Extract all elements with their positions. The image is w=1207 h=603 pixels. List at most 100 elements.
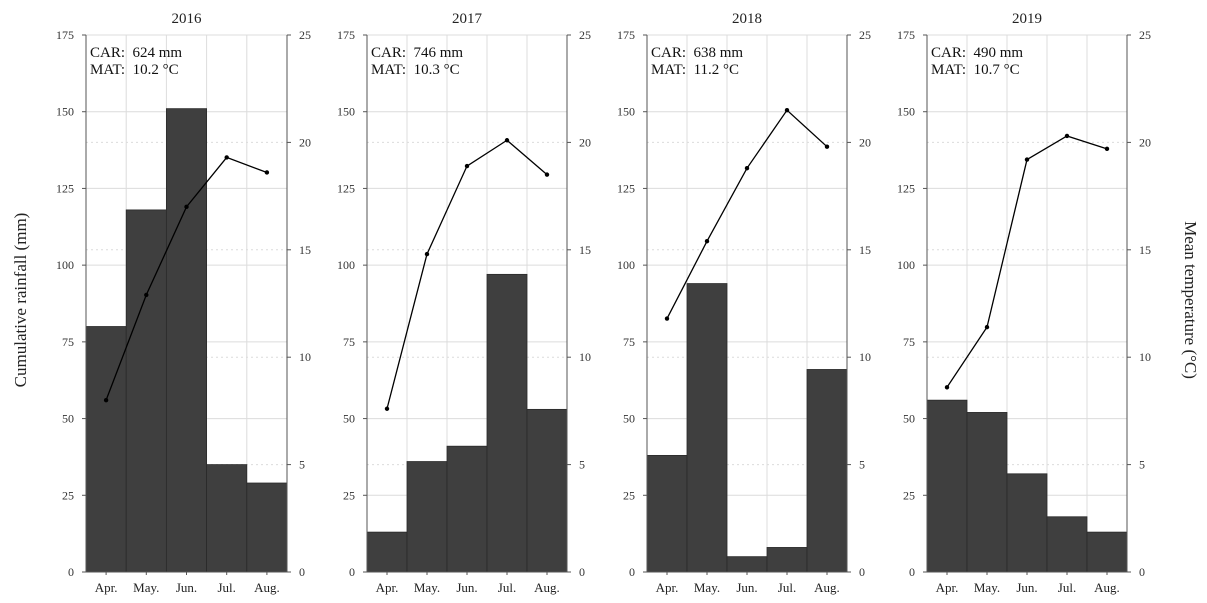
bar-Apr.	[366, 531, 408, 573]
bar-Jun.	[1006, 473, 1048, 573]
x-tick-label: Aug.	[1094, 580, 1120, 595]
x-tick-label: Apr.	[376, 580, 399, 595]
y-tick-label-left: 175	[617, 28, 635, 42]
temperature-point-Jun.	[1024, 157, 1030, 162]
y-tick-label-left: 50	[903, 412, 915, 426]
y-tick-label-left: 75	[623, 335, 635, 349]
y-tick-label-left: 50	[343, 412, 355, 426]
y-tick-label-right: 0	[859, 565, 865, 579]
temperature-point-Apr.	[664, 316, 670, 321]
y-tick-label-left: 0	[629, 565, 635, 579]
bar-May.	[966, 412, 1008, 573]
x-tick-label: Jun.	[736, 580, 757, 595]
y-tick-label-right: 0	[299, 565, 305, 579]
y-tick-label-left: 75	[343, 335, 355, 349]
y-tick-label-left: 150	[897, 105, 915, 119]
annotation-mat: MAT: 10.3 °C	[371, 62, 460, 78]
bar-Aug.	[806, 369, 848, 573]
bar-Jul.	[1046, 516, 1088, 573]
y-tick-label-left: 150	[617, 105, 635, 119]
y-tick-label-left: 125	[337, 181, 355, 195]
y-tick-label-left: 125	[617, 181, 635, 195]
chart-panel-2016: 0 25 50 75 100 125 150 175 0 5 10 15 20 25 Apr. May. Jun…	[56, 11, 311, 595]
y-tick-label-left: 175	[337, 28, 355, 42]
y-tick-label-left: 175	[56, 28, 74, 42]
y-tick-label-right: 20	[579, 135, 591, 149]
y-tick-label-right: 25	[299, 28, 311, 42]
y-tick-label-right: 20	[299, 135, 311, 149]
temperature-point-Apr.	[103, 397, 109, 403]
bar-Apr.	[646, 454, 688, 573]
x-tick-label: Apr.	[95, 580, 118, 595]
y-tick-label-left: 150	[56, 105, 74, 119]
y-tick-label-right: 15	[299, 243, 311, 257]
annotation-car: CAR: 490 mm	[931, 45, 1023, 61]
temperature-point-May.	[424, 251, 430, 257]
y-tick-label-left: 0	[349, 565, 355, 579]
y-tick-label-left: 25	[62, 488, 74, 502]
x-tick-label: May.	[694, 580, 720, 595]
y-tick-label-left: 100	[56, 258, 74, 272]
y-tick-label-left: 0	[68, 565, 74, 579]
x-tick-label: May.	[133, 580, 159, 595]
y-tick-label-left: 75	[62, 335, 74, 349]
x-tick-label: Jul.	[778, 580, 796, 595]
y-tick-label-right: 20	[1139, 135, 1151, 149]
y-tick-label-right: 25	[859, 28, 871, 42]
x-tick-label: Jun.	[176, 580, 197, 595]
bar-Jul.	[766, 547, 808, 573]
y-tick-label-left: 150	[337, 105, 355, 119]
annotation-car: CAR: 638 mm	[651, 45, 743, 61]
y-tick-label-left: 100	[897, 258, 915, 272]
y-tick-label-left: 25	[623, 488, 635, 502]
y-tick-label-right: 25	[579, 28, 591, 42]
panel-title: 2016	[172, 11, 203, 27]
y-tick-label-left: 175	[897, 28, 915, 42]
y-tick-label-right: 20	[859, 135, 871, 149]
temperature-point-Jun.	[464, 163, 470, 169]
bar-May.	[406, 461, 448, 573]
y-tick-label-right: 10	[579, 350, 591, 364]
y-tick-label-left: 125	[897, 181, 915, 195]
annotation-car: CAR: 746 mm	[371, 45, 463, 61]
chart-panel-2019: 0 25 50 75 100 125 150 175 0 5 10 15 20 25 Apr. May. Jun…	[897, 11, 1151, 595]
bar-Apr.	[85, 326, 127, 573]
y-tick-label-left: 50	[62, 412, 74, 426]
bar-Aug.	[1086, 531, 1128, 573]
y-axis-label-right: Mean temperature (°C)	[1181, 221, 1200, 379]
bar-May.	[125, 209, 167, 573]
y-tick-label-right: 25	[1139, 28, 1151, 42]
temperature-point-May.	[144, 292, 149, 298]
temperature-point-Jul.	[1064, 133, 1070, 139]
bar-Apr.	[926, 399, 968, 573]
temperature-point-Aug.	[264, 170, 270, 175]
bar-Jun.	[446, 445, 488, 573]
bar-Jun.	[726, 556, 768, 573]
x-tick-label: Aug.	[254, 580, 280, 595]
y-tick-label-right: 15	[579, 243, 591, 257]
y-tick-label-right: 15	[859, 243, 871, 257]
x-tick-label: Apr.	[936, 580, 959, 595]
y-tick-label-left: 100	[617, 258, 635, 272]
panel-title: 2018	[732, 11, 762, 27]
temperature-point-Jul.	[784, 107, 790, 113]
y-tick-label-right: 10	[299, 350, 311, 364]
y-tick-label-right: 15	[1139, 243, 1151, 257]
y-tick-label-right: 0	[1139, 565, 1145, 579]
bar-Jul.	[486, 273, 528, 573]
x-tick-label: May.	[414, 580, 440, 595]
x-tick-label: Jul.	[1058, 580, 1076, 595]
y-tick-label-left: 75	[903, 335, 915, 349]
x-tick-label: Aug.	[814, 580, 840, 595]
bar-Aug.	[526, 408, 568, 573]
y-tick-label-left: 50	[623, 412, 635, 426]
panel-title: 2019	[1012, 11, 1042, 27]
temperature-point-Jun.	[744, 165, 750, 171]
temperature-point-Aug.	[1104, 146, 1110, 152]
x-tick-label: Aug.	[534, 580, 560, 595]
y-tick-label-left: 25	[903, 488, 915, 502]
y-tick-label-left: 0	[909, 565, 915, 579]
annotation-mat: MAT: 10.2 °C	[90, 62, 179, 78]
